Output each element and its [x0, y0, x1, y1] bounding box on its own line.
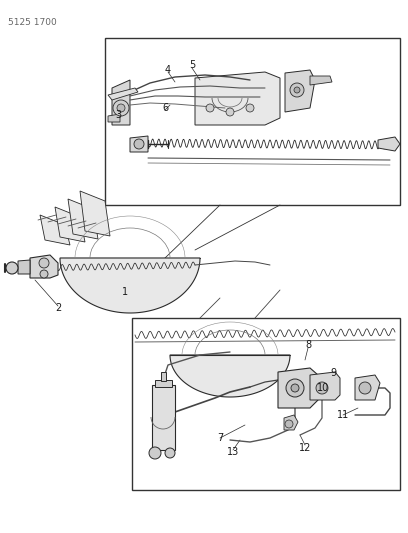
Polygon shape	[130, 136, 148, 152]
Polygon shape	[55, 207, 85, 242]
Text: 10: 10	[317, 383, 329, 393]
Polygon shape	[378, 137, 400, 151]
Circle shape	[286, 379, 304, 397]
Circle shape	[290, 83, 304, 97]
Circle shape	[40, 270, 48, 278]
Polygon shape	[112, 80, 130, 125]
Polygon shape	[80, 191, 110, 236]
Text: 1: 1	[122, 287, 128, 297]
Polygon shape	[18, 260, 30, 274]
Circle shape	[206, 104, 214, 112]
Circle shape	[294, 87, 300, 93]
Circle shape	[39, 258, 49, 268]
Text: 5: 5	[189, 60, 195, 70]
Polygon shape	[40, 215, 70, 245]
Text: 2: 2	[55, 303, 61, 313]
Circle shape	[285, 420, 293, 428]
Bar	[132, 318, 400, 490]
Polygon shape	[155, 380, 172, 387]
Circle shape	[117, 104, 125, 112]
Polygon shape	[68, 199, 98, 239]
Circle shape	[134, 139, 144, 149]
Circle shape	[165, 448, 175, 458]
Polygon shape	[310, 76, 332, 85]
Text: 6: 6	[162, 103, 168, 113]
Polygon shape	[284, 415, 298, 430]
Text: 9: 9	[330, 368, 336, 378]
Polygon shape	[285, 70, 315, 112]
Text: 12: 12	[299, 443, 311, 453]
Circle shape	[226, 108, 234, 116]
Polygon shape	[60, 258, 200, 313]
Text: 4: 4	[165, 65, 171, 75]
Text: 3: 3	[115, 110, 121, 120]
Circle shape	[246, 104, 254, 112]
Polygon shape	[195, 72, 280, 125]
Polygon shape	[170, 355, 290, 397]
Polygon shape	[355, 375, 380, 400]
Polygon shape	[310, 372, 340, 400]
Polygon shape	[152, 385, 175, 450]
Text: 8: 8	[305, 340, 311, 350]
Polygon shape	[30, 255, 58, 278]
Polygon shape	[278, 368, 318, 408]
Circle shape	[316, 382, 328, 394]
Text: 5125 1700: 5125 1700	[8, 18, 57, 27]
Text: 11: 11	[337, 410, 349, 420]
Circle shape	[291, 384, 299, 392]
Circle shape	[6, 262, 18, 274]
Circle shape	[149, 447, 161, 459]
Text: 13: 13	[227, 447, 239, 457]
Circle shape	[113, 100, 129, 116]
Bar	[105, 38, 400, 205]
Polygon shape	[108, 114, 120, 122]
Text: 7: 7	[217, 433, 223, 443]
Circle shape	[359, 382, 371, 394]
Polygon shape	[108, 88, 138, 100]
Polygon shape	[161, 372, 166, 381]
